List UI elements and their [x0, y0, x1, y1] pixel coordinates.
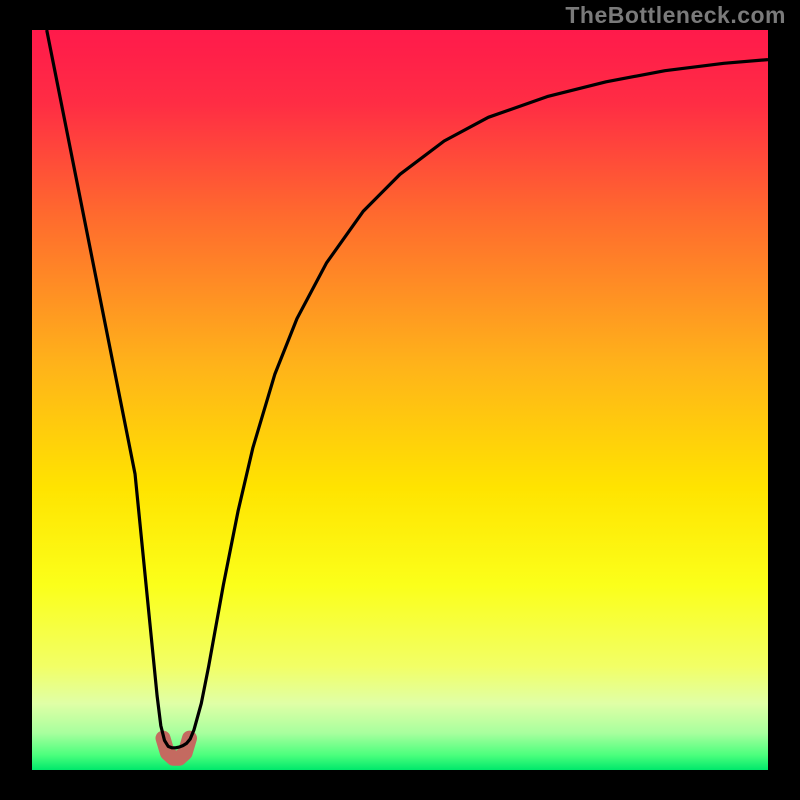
chart-frame: TheBottleneck.com	[0, 0, 800, 800]
bottleneck-curve	[47, 30, 768, 748]
curve-layer	[32, 30, 768, 770]
plot-area	[32, 30, 768, 770]
watermark-text: TheBottleneck.com	[565, 2, 786, 29]
